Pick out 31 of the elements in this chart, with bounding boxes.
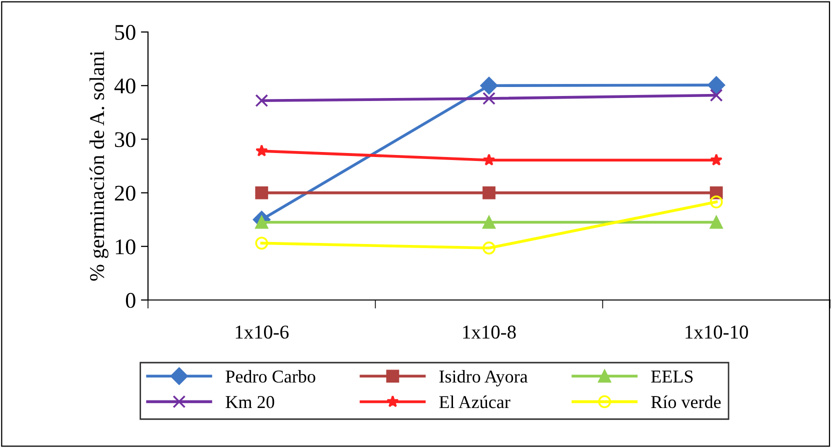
- point: [482, 216, 496, 229]
- point: [480, 76, 498, 94]
- x-tick-label: 1x10-10: [686, 326, 748, 339]
- point: [482, 154, 496, 166]
- y-axis-title: % germinación de A. solani: [89, 50, 108, 281]
- point: [482, 242, 496, 254]
- x-tick-label: 1x10-6: [236, 326, 289, 339]
- legend-label: Isidro Ayora: [439, 370, 528, 386]
- x-tick-label: 1x10-8: [463, 326, 516, 339]
- y-tick-label: 30: [115, 132, 136, 148]
- point: [255, 236, 268, 250]
- legend-label: Río verde: [651, 395, 721, 408]
- point: [482, 186, 496, 200]
- point: [255, 94, 268, 108]
- legend-label: Pedro Carbo: [226, 370, 316, 383]
- point: [710, 88, 723, 102]
- point: [710, 195, 723, 208]
- point: [482, 92, 496, 105]
- point: [710, 216, 723, 229]
- legend-label: El Azúcar: [439, 395, 510, 408]
- y-tick-label: 10: [116, 239, 136, 254]
- y-tick-label: 0: [126, 292, 136, 308]
- point: [255, 186, 268, 200]
- point: [255, 144, 268, 156]
- legend-label: EELS: [651, 370, 693, 383]
- point: [708, 76, 726, 94]
- y-tick-label: 40: [114, 78, 136, 94]
- y-tick-label: 20: [114, 186, 136, 201]
- y-tick-label: 50: [115, 24, 136, 40]
- point: [710, 154, 723, 166]
- legend-label: Km 20: [226, 396, 274, 408]
